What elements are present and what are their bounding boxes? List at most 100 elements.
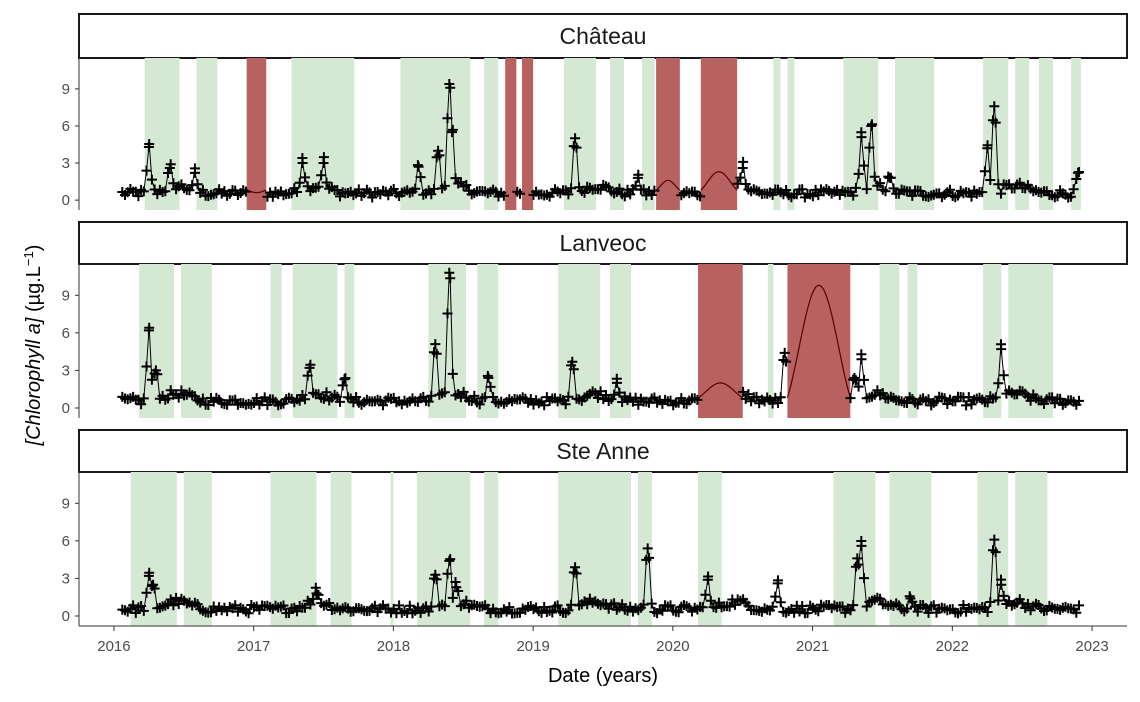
data-point — [321, 177, 332, 188]
data-point — [807, 191, 818, 202]
data-point — [1047, 392, 1058, 403]
data-point — [864, 142, 875, 153]
data-point — [469, 390, 480, 401]
data-point — [568, 364, 579, 375]
x-tick-label: 2016 — [97, 638, 130, 655]
y-tick-label: 0 — [62, 608, 70, 625]
data-point — [165, 159, 176, 170]
green-band — [390, 472, 394, 626]
data-point — [923, 394, 934, 405]
data-point — [872, 385, 883, 396]
data-point — [311, 588, 322, 599]
data-point — [318, 152, 329, 163]
data-point — [730, 599, 740, 610]
data-point — [485, 381, 496, 392]
data-point — [447, 124, 458, 135]
data-point — [617, 397, 628, 407]
y-tick-label: 9 — [62, 495, 70, 512]
data-point — [985, 597, 996, 607]
data-point — [483, 372, 494, 383]
data-point — [230, 394, 241, 405]
data-point — [498, 190, 509, 201]
red-band — [656, 58, 680, 210]
data-point — [853, 381, 864, 392]
x-tick-label: 2023 — [1075, 638, 1108, 655]
data-point — [789, 607, 800, 618]
facet-strip — [78, 221, 1128, 265]
data-point — [515, 188, 525, 199]
data-point — [300, 602, 310, 613]
facet-panel: Lanveoc 0 3 6 9 — [62, 221, 1128, 418]
y-tick-label: 9 — [62, 287, 70, 304]
y-tick-label: 3 — [62, 155, 70, 172]
green-band — [484, 472, 499, 626]
data-point — [751, 391, 762, 402]
data-point — [885, 172, 896, 183]
data-point — [340, 373, 351, 384]
data-point — [439, 601, 450, 612]
data-point — [426, 189, 437, 200]
data-point — [351, 392, 362, 402]
y-tick-label: 9 — [62, 81, 70, 98]
green-band — [291, 58, 355, 210]
data-point — [649, 185, 660, 196]
green-band — [139, 264, 175, 418]
data-point — [630, 180, 641, 191]
data-point — [888, 183, 899, 194]
green-band — [879, 264, 900, 418]
data-point — [797, 184, 808, 195]
data-point — [165, 594, 176, 605]
green-band — [773, 58, 781, 210]
data-point — [442, 308, 453, 319]
data-point — [504, 602, 515, 613]
data-point — [539, 400, 550, 411]
data-point — [996, 344, 1007, 355]
data-point — [646, 598, 657, 609]
data-point — [168, 600, 179, 611]
data-point — [305, 599, 316, 610]
data-point — [197, 184, 208, 195]
data-point — [1071, 607, 1082, 618]
green-band — [907, 264, 918, 418]
data-point — [300, 172, 310, 183]
green-band — [983, 264, 1002, 418]
data-point — [850, 182, 861, 193]
data-point — [781, 356, 792, 367]
data-point — [724, 601, 735, 612]
data-point — [859, 374, 869, 385]
data-point — [335, 396, 345, 407]
green-band — [787, 58, 795, 210]
data-point — [308, 593, 319, 604]
y-tick-label: 0 — [62, 192, 70, 209]
data-point — [770, 591, 781, 602]
data-point — [458, 386, 469, 397]
data-point — [571, 568, 582, 579]
data-point — [461, 180, 472, 190]
data-point — [434, 150, 445, 161]
green-band — [196, 58, 218, 210]
green-band — [477, 264, 499, 418]
data-point — [853, 559, 864, 570]
data-point — [146, 374, 157, 385]
data-point — [410, 183, 421, 194]
data-point — [321, 387, 332, 398]
y-axis-title: [Chlorophyll a] (µg.L−1) — [21, 245, 46, 447]
data-point — [880, 186, 891, 197]
data-point — [875, 593, 886, 604]
data-point — [767, 189, 778, 200]
y-tick-label: 0 — [62, 400, 70, 417]
data-point — [845, 393, 856, 404]
data-point — [1074, 395, 1084, 406]
gap-interpolation-curve — [655, 179, 681, 191]
data-point — [993, 378, 1004, 389]
data-point — [775, 597, 786, 608]
data-point — [292, 606, 302, 617]
data-point — [141, 361, 152, 372]
data-point — [160, 186, 171, 197]
data-point — [877, 388, 888, 399]
data-point — [779, 347, 790, 358]
x-tick-label: 2020 — [656, 638, 689, 655]
data-point — [447, 368, 458, 379]
gap-interpolation-curve — [700, 171, 738, 191]
data-point — [775, 392, 786, 403]
